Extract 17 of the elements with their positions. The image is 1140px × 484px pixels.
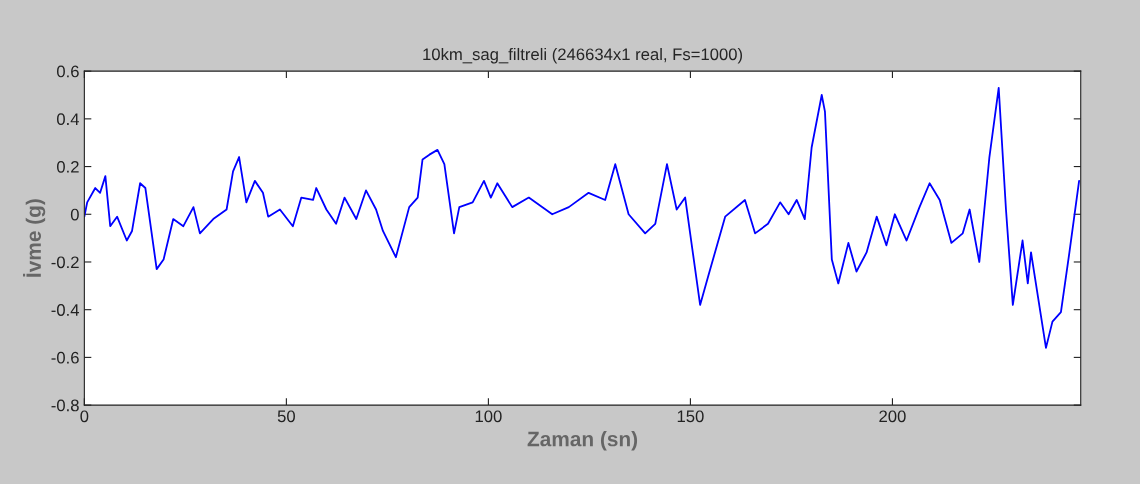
y-tick-label: -0.2 <box>51 256 79 269</box>
x-tick-label: 100 <box>475 410 502 423</box>
x-tick-label: 50 <box>277 410 295 423</box>
y-tick-label: 0.6 <box>56 65 79 78</box>
y-tick-label: 0.2 <box>56 160 79 173</box>
y-tick-label: 0 <box>70 208 79 221</box>
y-axis-title: İvme (g) <box>23 199 46 277</box>
y-tick-label: -0.8 <box>51 399 79 412</box>
x-axis-title: Zaman (sn) <box>527 431 638 451</box>
x-tick-label: 0 <box>80 410 89 423</box>
x-tick-label: 200 <box>879 410 906 423</box>
x-tick-label: 150 <box>677 410 704 423</box>
y-tick-label: -0.6 <box>51 351 79 364</box>
chart-title: 10km_sag_filtreli (246634x1 real, Fs=1000) <box>423 47 743 64</box>
y-tick-label: 0.4 <box>56 113 80 126</box>
line-series <box>84 86 1081 349</box>
y-tick-label: -0.4 <box>51 304 80 316</box>
